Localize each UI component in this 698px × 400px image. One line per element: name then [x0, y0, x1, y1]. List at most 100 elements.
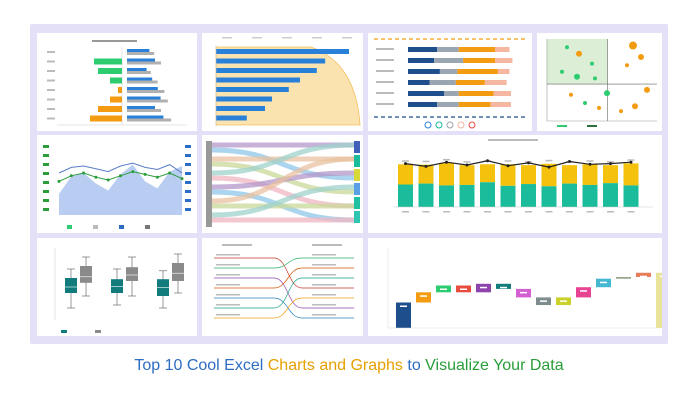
target-node — [354, 197, 360, 209]
bubble — [638, 54, 644, 61]
column-top — [398, 164, 413, 185]
sankey-chart-panel — [202, 135, 363, 233]
bar-value-placeholder — [540, 300, 547, 302]
right-label-placeholder — [312, 314, 336, 316]
bubble — [565, 45, 569, 50]
blue-bar — [127, 77, 153, 81]
stacked-segment — [408, 58, 435, 63]
data-label-placeholder — [627, 159, 635, 161]
waterfall-bar — [396, 302, 411, 328]
bubble — [597, 105, 601, 110]
slope-line — [214, 267, 354, 289]
data-point — [57, 179, 61, 183]
legend-marker — [424, 121, 432, 129]
right-label-placeholder — [312, 254, 336, 256]
bar-value-placeholder — [660, 275, 662, 278]
gray-bar — [127, 109, 161, 112]
right-label-placeholder — [312, 304, 336, 306]
line-point — [527, 161, 530, 165]
data-point — [69, 174, 73, 178]
line-point — [588, 162, 592, 166]
bar-value-placeholder — [640, 275, 647, 278]
stacked-bar-chart-panel — [368, 33, 532, 131]
data-point — [180, 177, 184, 181]
data-label-placeholder — [504, 211, 512, 213]
stacked-segment — [495, 47, 510, 52]
bar-value-placeholder — [440, 288, 447, 290]
p2-svg — [374, 38, 526, 129]
bubble — [583, 100, 587, 105]
bubble — [625, 63, 629, 68]
stacked-segment — [408, 102, 437, 107]
gray-bar — [127, 61, 161, 65]
bar-value-placeholder — [420, 295, 427, 297]
data-label-placeholder — [463, 161, 471, 163]
data-label-placeholder — [504, 160, 512, 162]
line-point — [486, 159, 489, 163]
column-top — [500, 164, 516, 186]
row-label-placeholder — [376, 70, 394, 72]
box — [126, 267, 138, 281]
left-label-placeholder — [216, 294, 240, 296]
category-label-placeholder — [47, 89, 55, 91]
tick-label-placeholder — [312, 37, 322, 39]
bubble — [604, 90, 610, 97]
caption-part-1: Top 10 Cool Excel — [134, 357, 268, 374]
bubble — [632, 103, 638, 110]
stacked-segment — [458, 91, 494, 96]
p0-svg — [47, 40, 187, 126]
legend-swatch — [557, 125, 567, 127]
waterfall-bar — [656, 272, 662, 328]
bar-with-curve-chart-panel — [202, 33, 363, 131]
blue-bar — [127, 106, 155, 109]
bar-value-placeholder — [400, 305, 407, 307]
row-label-placeholder — [376, 59, 394, 61]
row-label-placeholder — [376, 92, 394, 94]
stacked-segment — [457, 69, 498, 74]
bar — [216, 68, 317, 73]
area-line-chart-panel — [37, 135, 197, 233]
category-label-placeholder — [47, 51, 55, 53]
line-point — [465, 163, 469, 167]
bubble — [619, 109, 623, 114]
waterfall-bar — [636, 272, 651, 277]
blue-bar — [127, 87, 158, 90]
area-series — [59, 164, 182, 215]
stacked-segment — [493, 91, 511, 96]
p4-svg — [43, 145, 191, 229]
category-label-placeholder — [47, 60, 55, 63]
green-bar — [98, 68, 122, 74]
column-top — [459, 165, 475, 185]
blue-bar — [127, 58, 155, 62]
left-axis-tag — [43, 208, 49, 211]
data-label-placeholder — [402, 160, 409, 162]
slope-line — [214, 297, 354, 319]
data-label-placeholder — [402, 211, 409, 213]
data-label-placeholder — [484, 211, 491, 213]
stacked-segment — [444, 91, 459, 96]
column-top — [541, 163, 557, 187]
stacked-segment — [408, 80, 430, 85]
chart-title-placeholder — [488, 139, 538, 141]
column-bottom — [480, 182, 495, 207]
bar-value-placeholder — [460, 288, 467, 290]
data-point — [143, 172, 147, 176]
right-label-placeholder — [312, 284, 336, 286]
bar-value-placeholder — [560, 300, 567, 302]
right-axis-tag — [185, 199, 191, 202]
line-series — [405, 160, 632, 168]
legend-swatch — [119, 225, 124, 229]
stacked-segment — [484, 80, 507, 85]
column-bottom — [521, 184, 536, 207]
legend-swatch — [95, 330, 101, 333]
right-axis-tag — [185, 190, 191, 193]
stacked-segment — [463, 58, 495, 63]
flow-link — [211, 147, 355, 181]
column-bottom — [623, 185, 639, 207]
bar — [216, 96, 272, 102]
slope-line — [214, 257, 354, 289]
target-node — [354, 141, 360, 153]
line-point — [506, 164, 510, 168]
left-label-placeholder — [216, 274, 240, 276]
right-label-placeholder — [312, 264, 336, 266]
